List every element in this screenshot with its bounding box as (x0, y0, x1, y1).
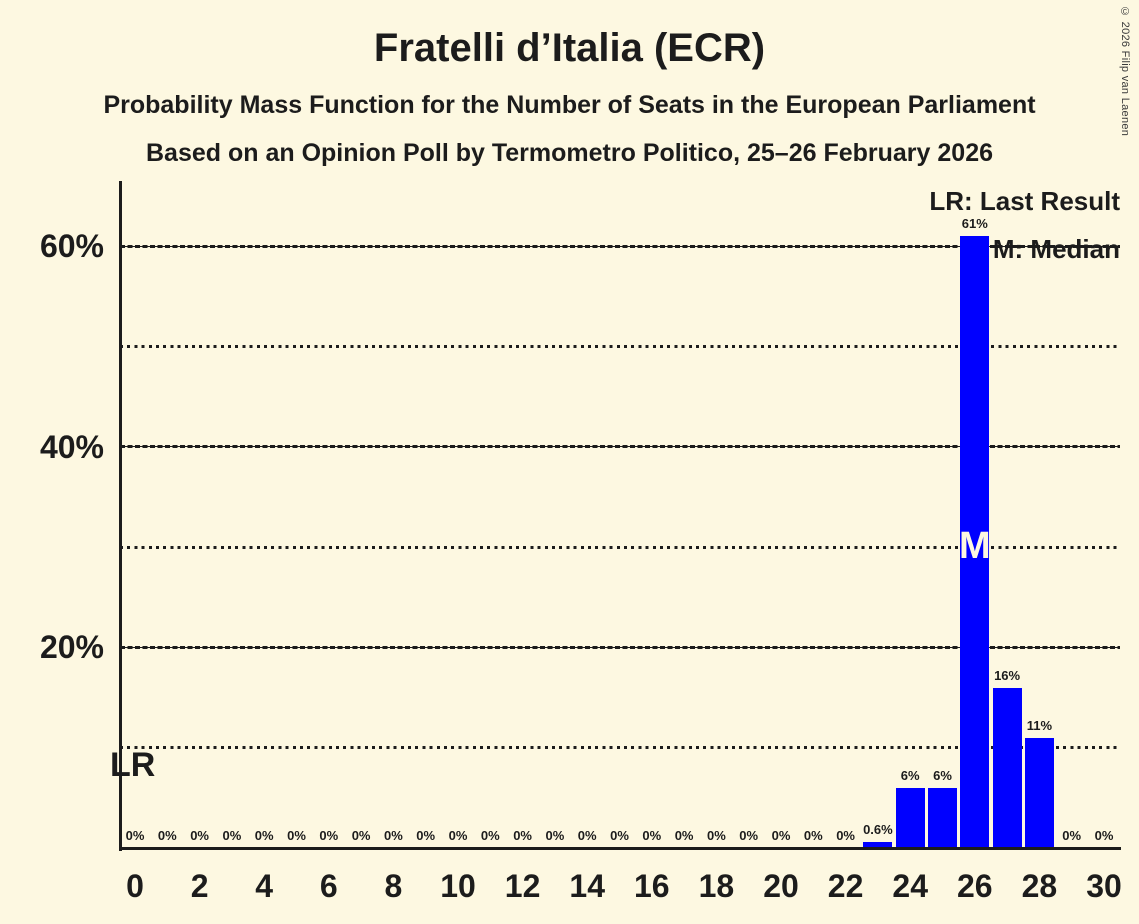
x-tick-label: 16 (634, 868, 670, 904)
chart-poll-info: Based on an Opinion Poll by Termometro P… (146, 139, 993, 167)
bar-value-label: 0% (739, 828, 759, 843)
x-axis (119, 847, 1121, 850)
chart-title: Fratelli d’Italia (ECR) (373, 26, 766, 70)
y-tick-label: 60% (39, 228, 104, 265)
bar-value-label: 0% (157, 828, 177, 843)
bar-value-label: 0% (416, 828, 436, 843)
y-tick-label: 40% (39, 428, 104, 465)
gridline-major (120, 445, 1120, 449)
bar-value-label: 0% (771, 828, 791, 843)
copyright-notice: © 2026 Filip van Laenen (1119, 6, 1131, 137)
gridline-major (120, 244, 1120, 248)
bar-value-label: 0% (1062, 828, 1082, 843)
x-tick-label: 22 (827, 868, 864, 904)
x-tick-label: 2 (190, 868, 209, 904)
bar-value-label: 0% (513, 828, 532, 843)
bar-value-label: 6% (933, 768, 952, 783)
x-tick-label: 26 (957, 868, 993, 904)
y-tick-label: 20% (39, 629, 104, 666)
bar (895, 788, 925, 848)
bar (863, 842, 893, 848)
x-tick-label: 4 (255, 868, 274, 904)
last-result-marker: LR (110, 746, 156, 784)
bar-value-label: 0% (610, 828, 629, 843)
bar-value-label: 0% (545, 828, 565, 843)
bar (928, 788, 957, 848)
bar-value-label: 0% (642, 828, 662, 843)
bar (1024, 738, 1054, 848)
bar-value-label: 16% (994, 668, 1021, 683)
gridline-major (120, 645, 1120, 649)
gridline-minor (120, 746, 1120, 750)
bar-value-label: 0.6% (863, 822, 893, 837)
median-marker: M (958, 525, 991, 567)
y-axis (119, 181, 122, 851)
bar-value-label: 0% (383, 828, 403, 843)
x-tick-label: 10 (440, 868, 476, 904)
bar (992, 688, 1022, 848)
bar-value-label: 11% (1026, 718, 1053, 733)
bar-value-label: 0% (222, 828, 242, 843)
x-tick-label: 14 (569, 868, 605, 904)
x-tick-label: 28 (1021, 868, 1058, 904)
x-tick-label: 12 (504, 868, 541, 904)
bar-value-label: 0% (287, 828, 306, 843)
bar-value-label: 0% (448, 828, 468, 843)
plot-area: 0% 0% 0% 0% 0% 0% 0% 0% 0% 0% 0% 0% 0% 0% 0% 0% 0% 0% 0% 0%… (120, 181, 1120, 848)
legend-median: M: Median (992, 234, 1120, 264)
bar-value-label: 0% (706, 828, 726, 843)
bar-value-label: 0% (803, 828, 823, 843)
x-tick-label: 20 (763, 868, 799, 904)
bar-value-label: 61% (961, 216, 988, 231)
bar (960, 236, 990, 848)
bar-value-label: 0% (1094, 828, 1114, 843)
gridline-minor (120, 545, 1120, 549)
bar-value-label: 0% (254, 828, 274, 843)
bar-value-label: 0% (577, 828, 597, 843)
bar-value-label: 0% (125, 828, 145, 843)
bar-value-label: 0% (674, 828, 694, 843)
chart-subtitle: Probability Mass Function for the Number… (103, 91, 1036, 119)
x-tick-label: 18 (698, 868, 735, 904)
bar-value-label: 0% (190, 828, 209, 843)
x-tick-label: 0 (126, 868, 144, 904)
bar-value-label: 0% (480, 828, 500, 843)
bar-value-label: 6% (900, 768, 920, 783)
bar-value-label: 0% (351, 828, 371, 843)
x-tick-label: 8 (384, 868, 403, 904)
x-tick-label: 24 (892, 868, 928, 904)
bar-value-label: 0% (836, 828, 855, 843)
gridline-minor (120, 344, 1120, 348)
x-tick-label: 6 (319, 868, 338, 904)
x-tick-label: 30 (1086, 868, 1122, 904)
legend-last-result: LR: Last Result (929, 186, 1120, 216)
bar-value-label: 0% (319, 828, 339, 843)
